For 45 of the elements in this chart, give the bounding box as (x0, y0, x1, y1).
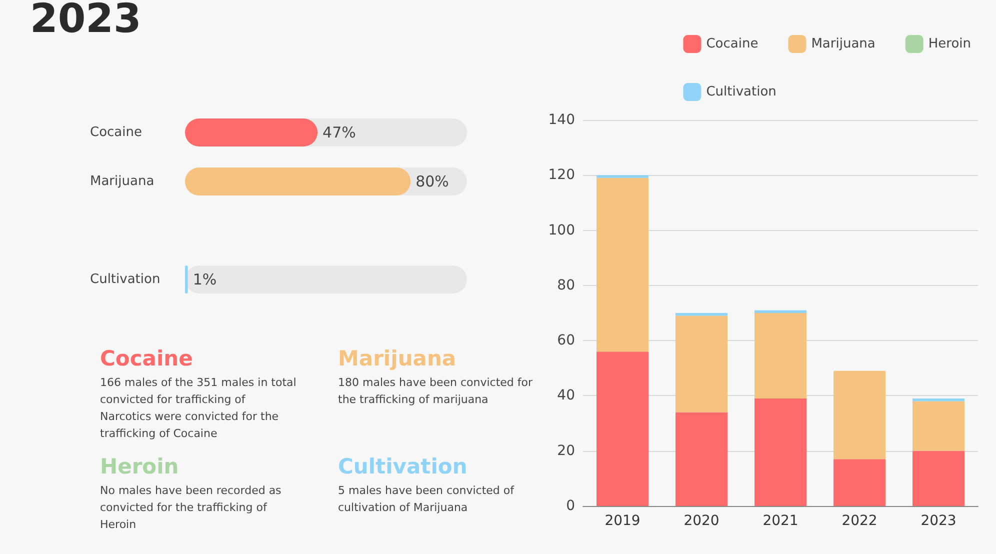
bar (912, 450, 964, 506)
text: 166 males of the 351 males in total convicted for trafficking of Narcotics were convicted for the trafficking of Cocaine (100, 376, 300, 440)
y-tick-label: 80 (557, 277, 575, 294)
x-tick-label: 2022 (842, 513, 878, 529)
text: Cultivation (338, 454, 468, 478)
y-tick-label: Marijuana (90, 174, 154, 189)
y-tick-label: 120 (548, 167, 575, 184)
y-tick-label: 100 (548, 222, 575, 238)
legend-label: Heroin (928, 36, 972, 52)
bar (754, 398, 806, 506)
bar (676, 313, 728, 316)
chart-title: 2023 (30, 0, 142, 42)
bar (754, 313, 806, 398)
y-tick-label: Cultivation (90, 272, 160, 287)
bar (596, 352, 648, 506)
legend-label: Cocaine (706, 36, 758, 52)
bar (676, 412, 728, 506)
y-tick-label: 140 (548, 112, 575, 128)
data-label: 80% (416, 172, 449, 190)
y-tick-label: 40 (557, 388, 575, 404)
bar (912, 398, 964, 402)
text: 180 males have been convicted for the trafficking of marijuana (338, 376, 536, 406)
x-tick-label: 2021 (762, 513, 798, 529)
bar (676, 316, 728, 412)
text: Heroin (100, 454, 179, 478)
y-tick-label: 20 (557, 442, 575, 459)
bar (596, 175, 648, 178)
bar (834, 459, 886, 506)
bar (754, 310, 806, 313)
x-tick-label: 2020 (684, 513, 720, 529)
text: No males have been recorded as convicted for the trafficking of Heroin (100, 484, 285, 531)
text: 5 males have been convicted of cultivation of Marijuana (338, 484, 518, 514)
data-label: 1% (192, 270, 217, 288)
x-tick-label: 2023 (920, 513, 956, 529)
data-label: 47% (322, 124, 356, 142)
bar (596, 178, 648, 352)
legend-label: Cultivation (706, 84, 776, 100)
bar (912, 401, 964, 451)
legend-label: Marijuana (811, 36, 876, 52)
y-tick-label: 60 (557, 332, 575, 349)
bar (834, 370, 886, 460)
y-tick-label: Cocaine (90, 125, 142, 140)
y-tick-label: 0 (566, 498, 575, 514)
x-tick-label: 2019 (604, 513, 640, 529)
text: Marijuana (338, 346, 456, 370)
